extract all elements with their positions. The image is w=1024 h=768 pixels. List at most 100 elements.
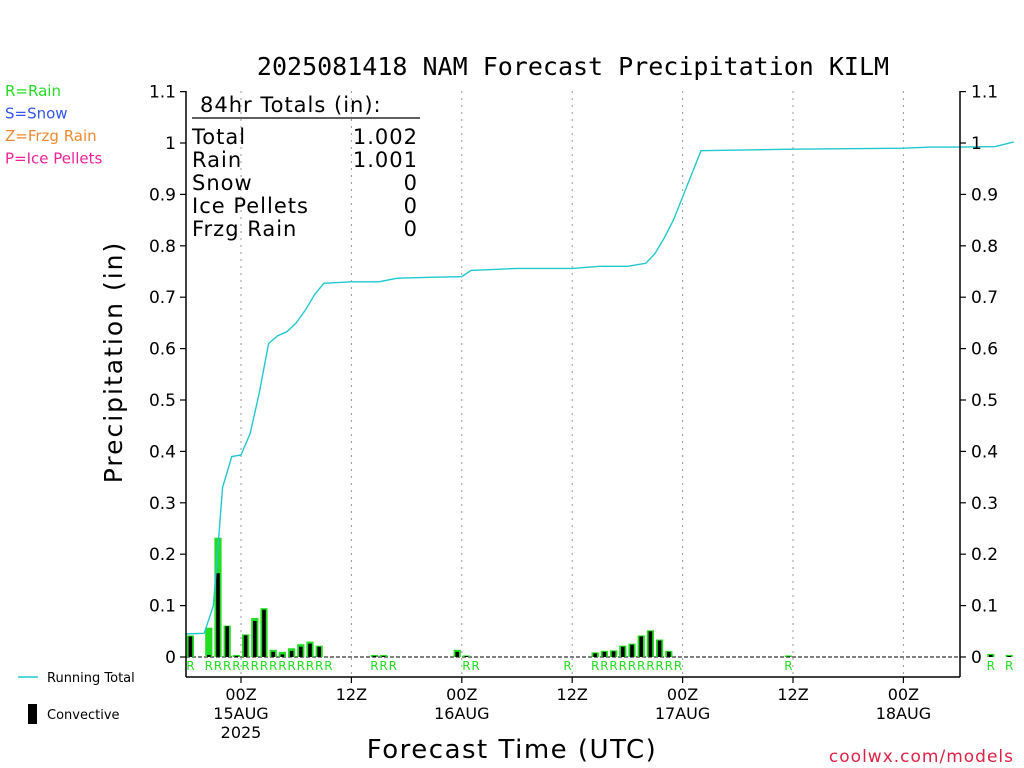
precip-bar: [251, 617, 259, 657]
y-tick-label-left: 0.8: [149, 237, 176, 257]
precip-bar: [315, 645, 323, 657]
convective-bar: [225, 626, 229, 657]
legend-running-total-label: Running Total: [47, 671, 135, 686]
y-tick-label-right: 1: [971, 134, 982, 154]
legend-convective-label: Convective: [47, 708, 120, 723]
convective-bar: [207, 654, 211, 657]
y-tick-label-right: 0.2: [971, 545, 998, 565]
convective-bar: [989, 654, 993, 657]
convective-bar: [464, 655, 469, 657]
x-tick-label: 00Z: [667, 685, 698, 704]
y-tick-label-left: 0.2: [149, 545, 176, 565]
y-tick-label-left: 0: [165, 648, 176, 668]
y-tick-label-left: 0.6: [149, 340, 176, 360]
convective-bar: [786, 656, 791, 657]
precip-bar: [306, 641, 314, 657]
ptype-marker: R: [186, 659, 194, 673]
axes-frame: [185, 91, 961, 678]
ptype-marker: R: [278, 659, 286, 673]
totals-row-value: 0: [404, 171, 418, 195]
totals-rows: Total 1.002 Rain 1.001 Snow 0 Ice Pellets 0 Frzg…: [191, 125, 418, 241]
legend-type-item: S=Snow: [5, 105, 68, 123]
ptype-marker: R: [563, 659, 571, 673]
precip-bar: [665, 650, 673, 657]
convective-bar: [372, 655, 377, 657]
totals-row-label: Ice Pellets: [192, 194, 309, 218]
y-tick-label-left: 1.1: [149, 83, 176, 103]
totals-row-label: Frzg Rain: [192, 217, 297, 241]
precip-bar: [186, 635, 194, 657]
precip-bars: [186, 537, 1013, 657]
precip-bar: [637, 635, 645, 657]
ptype-marker: R: [297, 659, 305, 673]
x-tick-label: 00Z: [888, 685, 919, 704]
precip-bar: [260, 608, 268, 657]
y-tick-label-right: 0.1: [971, 597, 998, 617]
legend-type-item: Z=Frzg Rain: [5, 127, 97, 145]
y-ticks-right: 0 0.1 0.2 0.3 0.4 0.5 0.6 0.7 0.8 0.9 1 1.1: [960, 83, 998, 668]
y-tick-label-right: 0.9: [971, 185, 998, 205]
precip-bar: [242, 634, 250, 657]
x-tick-label: 2025: [221, 723, 262, 742]
ptype-marker: R: [1005, 659, 1013, 673]
ptype-marker: R: [260, 659, 268, 673]
precip-bar: [628, 643, 636, 657]
running-total-line: [185, 141, 1014, 635]
precip-bar: [610, 650, 618, 657]
y-tick-label-right: 0.3: [971, 494, 998, 514]
precip-bar: [453, 649, 461, 657]
convective-bar: [630, 644, 634, 657]
precip-bar: [1005, 654, 1013, 657]
legend-precip-types: R=Rain S=Snow Z=Frzg Rain P=Ice Pellets: [5, 82, 102, 168]
y-tick-label-right: 0.6: [971, 340, 998, 360]
ptype-marker: R: [214, 659, 222, 673]
legend-type-item: P=Ice Pellets: [5, 150, 102, 168]
ptype-marker: R: [609, 659, 617, 673]
precip-bar: [462, 655, 470, 657]
ptype-marker: R: [591, 659, 599, 673]
credit-text: coolwx.com/models: [829, 747, 1014, 767]
precip-bar: [288, 648, 296, 657]
precip-bar: [223, 625, 231, 657]
precip-bar: [987, 653, 995, 657]
y-tick-label-right: 0.4: [971, 442, 998, 462]
convective-bar: [216, 573, 220, 657]
ptype-marker: R: [324, 659, 332, 673]
totals-heading: 84hr Totals (in):: [200, 93, 382, 117]
ptype-marker: R: [628, 659, 636, 673]
totals-box: 84hr Totals (in): Total 1.002 Rain 1.001 Sno…: [191, 93, 420, 241]
totals-row-label: Snow: [192, 171, 253, 195]
ptype-marker: R: [306, 659, 314, 673]
x-tick-label: 17AUG: [655, 704, 710, 723]
convective-bar: [602, 651, 607, 657]
convective-bar: [667, 651, 671, 657]
y-tick-label-left: 1: [165, 134, 176, 154]
precip-bar: [214, 537, 222, 657]
ptype-marker: R: [241, 659, 249, 673]
legend-series: Running Total Convective: [18, 671, 135, 724]
ptype-marker: R: [674, 659, 682, 673]
ptype-marker: R: [379, 659, 387, 673]
y-tick-label-right: 0.7: [971, 288, 998, 308]
rain-bar: [784, 655, 792, 657]
ptype-marker: R: [987, 659, 995, 673]
ptype-marker: R: [232, 659, 240, 673]
convective-bar: [280, 654, 285, 657]
precip-bar: [784, 655, 792, 657]
precip-bar: [205, 627, 213, 657]
ptype-marker: R: [619, 659, 627, 673]
totals-row-label: Rain: [192, 148, 242, 172]
totals-row-value: 1.001: [353, 148, 418, 172]
convective-bar: [381, 655, 386, 657]
chart-title: 2025081418 NAM Forecast Precipitation KI…: [257, 52, 889, 81]
ptype-marker: R: [223, 659, 231, 673]
y-tick-label-right: 0.8: [971, 237, 998, 257]
convective-bar: [317, 646, 321, 657]
convective-bar: [271, 651, 275, 657]
ptype-marker: R: [389, 659, 397, 673]
ptype-marker: R: [205, 659, 213, 673]
x-tick-label: 12Z: [557, 685, 588, 704]
convective-bar: [455, 651, 459, 657]
rain-bar: [205, 627, 213, 657]
